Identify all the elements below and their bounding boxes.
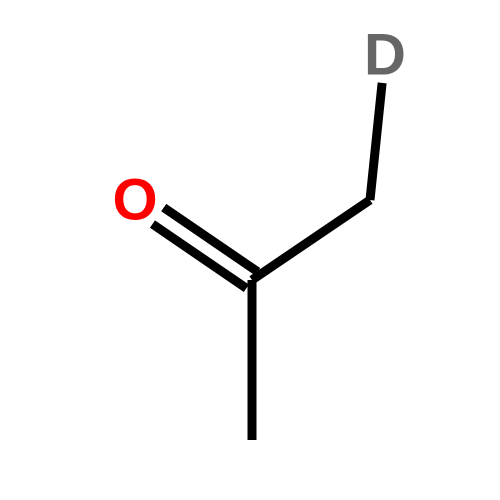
atom-label-D: D [364,23,406,88]
bond-layer [152,83,382,440]
molecule-diagram: OD [0,0,500,500]
bond-C1-C2 [252,200,370,280]
atom-label-O: O [112,168,157,233]
bond-C2-D [370,83,382,200]
